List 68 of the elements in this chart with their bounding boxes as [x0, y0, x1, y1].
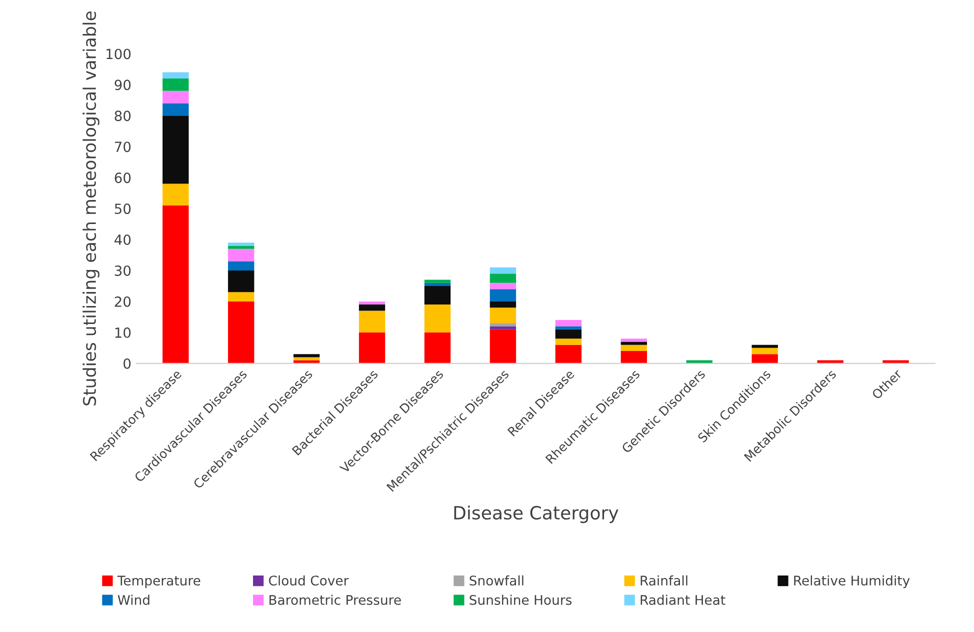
bar: [228, 301, 254, 364]
bar: [228, 270, 254, 292]
y-tick-label: 90: [114, 80, 131, 90]
bar: [620, 338, 647, 342]
y-tick-label: 50: [114, 204, 131, 214]
y-tick-label: 60: [114, 172, 131, 184]
bar: [620, 351, 647, 364]
bar: [358, 301, 386, 305]
bar: [424, 286, 451, 305]
bar: [424, 332, 451, 364]
bar: [293, 354, 320, 358]
legend-label: Radiant Heat: [640, 594, 726, 605]
bar: [490, 323, 516, 326]
bar: [555, 344, 582, 364]
bar: [490, 326, 516, 330]
y-tick-label: 70: [114, 142, 131, 152]
bar: [162, 184, 189, 206]
bar: [490, 267, 516, 274]
bar: [490, 289, 516, 302]
bar: [555, 326, 582, 330]
legend-label: Snowfall: [470, 575, 524, 586]
bar: [490, 274, 516, 283]
legend-label: Sunshine Hours: [470, 594, 572, 605]
y-tick-label: 10: [115, 327, 131, 338]
bar: [555, 329, 582, 339]
y-tick-label: 80: [114, 110, 131, 122]
legend-label: Temperature: [117, 576, 200, 588]
legend-label: Relative Humidity: [794, 575, 910, 588]
legend-label: Rainfall: [640, 575, 688, 586]
bar: [228, 246, 254, 249]
bar: [752, 344, 778, 348]
bar: [752, 354, 778, 364]
bar: [228, 292, 254, 302]
bar: [228, 261, 254, 270]
bar: [620, 342, 647, 345]
y-axis-title: Studies utilizing each meteorological variable: [82, 11, 100, 406]
bar: [162, 72, 189, 78]
bar: [162, 78, 189, 91]
bar: [424, 282, 451, 286]
bar: [293, 357, 320, 360]
bar: [162, 90, 189, 104]
y-tick-label: 30: [114, 265, 131, 276]
bar: [358, 310, 386, 332]
bar: [490, 329, 516, 364]
bar: [555, 320, 582, 326]
y-tick-label: 0: [124, 358, 131, 369]
bar: [490, 282, 516, 290]
bar: [424, 304, 451, 332]
bar: [228, 242, 254, 246]
bar: [162, 205, 189, 364]
legend-label: Wind: [118, 594, 150, 605]
bar: [752, 348, 778, 354]
y-tick-label: 20: [114, 296, 131, 307]
y-tick-label: 100: [106, 48, 131, 60]
legend-label: Cloud Cover: [268, 575, 349, 586]
bar: [424, 280, 451, 283]
bar: [555, 338, 582, 345]
bar: [162, 116, 189, 184]
bar: [228, 248, 254, 262]
bar: [358, 304, 386, 311]
legend-label: Barometric Pressure: [270, 594, 401, 605]
x-axis-title: Disease Catergory: [454, 506, 618, 524]
bar: [490, 308, 516, 324]
y-tick-label: 40: [114, 234, 131, 245]
bar: [620, 344, 647, 352]
bar: [490, 301, 516, 308]
bar: [162, 103, 189, 116]
bar: [358, 332, 386, 364]
